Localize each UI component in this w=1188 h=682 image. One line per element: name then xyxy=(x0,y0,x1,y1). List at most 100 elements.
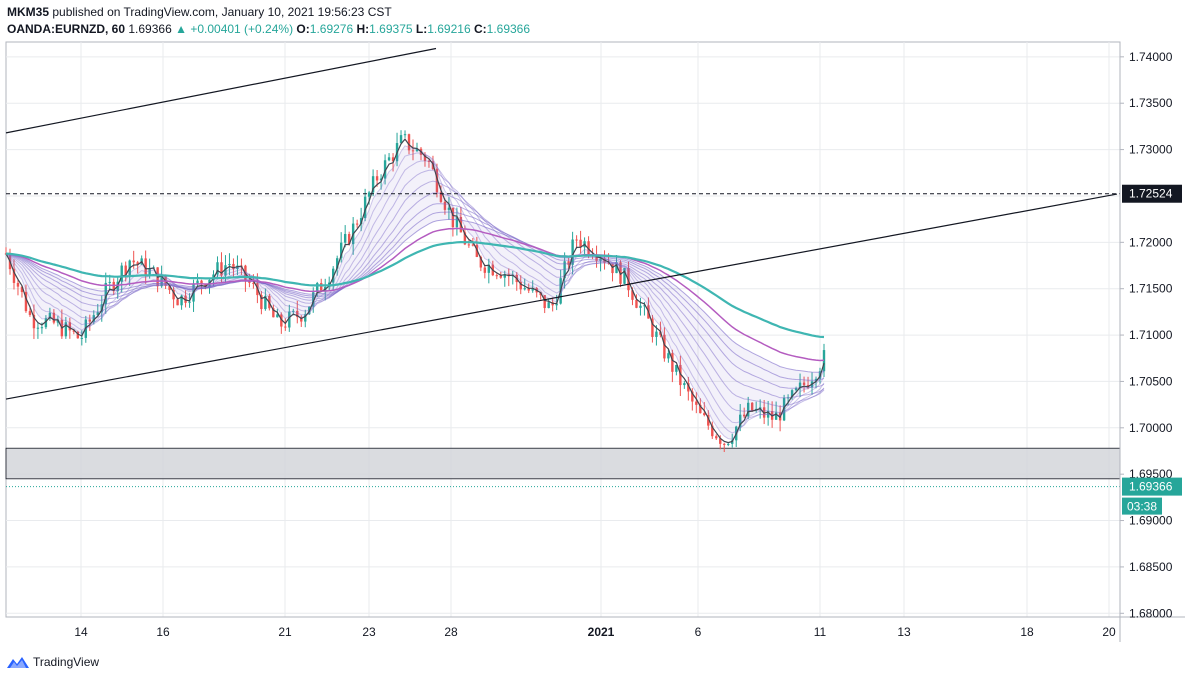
candle-body xyxy=(739,414,742,427)
y-tick-label: 1.68500 xyxy=(1129,560,1173,574)
candle-body xyxy=(719,438,722,444)
candle-body xyxy=(623,267,626,284)
y-tick-label: 1.72000 xyxy=(1129,235,1173,249)
publisher-name[interactable]: MKM35 xyxy=(7,5,50,19)
candle-body xyxy=(379,178,383,181)
candle-body xyxy=(320,283,323,291)
candle-body xyxy=(188,301,191,303)
candle-body xyxy=(300,317,303,322)
x-tick-label: 21 xyxy=(278,625,292,639)
candle-body xyxy=(415,148,419,152)
ema-ribbon-line xyxy=(5,203,825,389)
candle-body xyxy=(627,267,630,291)
open-value: 1.69276 xyxy=(309,22,354,36)
candle-body xyxy=(232,263,235,270)
candle-body xyxy=(695,401,698,405)
candle-body xyxy=(579,239,582,248)
candle-body xyxy=(782,397,786,421)
candle-body xyxy=(375,176,379,181)
candle-body xyxy=(691,391,694,402)
candle-body xyxy=(196,280,199,284)
candle-body xyxy=(746,402,750,417)
candle-body xyxy=(571,239,574,265)
candle-body xyxy=(543,295,546,309)
ema-purple-line xyxy=(5,227,825,362)
symbol-label[interactable]: OANDA:EURNZD, 60 xyxy=(7,22,126,36)
candle-body xyxy=(72,330,76,332)
x-tick-label: 11 xyxy=(814,625,827,639)
last-price: 1.69366 xyxy=(128,22,172,36)
y-tick-label: 1.71000 xyxy=(1129,328,1173,342)
candle-body xyxy=(387,157,391,161)
candle-body xyxy=(335,258,339,269)
candle-body xyxy=(296,310,299,318)
x-tick-label: 20 xyxy=(1102,625,1116,639)
candle-body xyxy=(707,415,710,426)
candle-body xyxy=(615,262,618,274)
publish-info: MKM35 published on TradingView.com, Janu… xyxy=(7,5,392,19)
candle-body xyxy=(411,150,415,152)
candle-body xyxy=(611,263,614,274)
candle-body xyxy=(655,331,658,337)
candle-body xyxy=(24,292,28,312)
y-tick-label: 1.73500 xyxy=(1129,96,1173,110)
candle-body xyxy=(531,288,534,291)
y-tick-label: 1.69000 xyxy=(1129,514,1173,528)
candle-body xyxy=(407,134,411,151)
footer-brand[interactable]: TradingView xyxy=(33,655,100,669)
y-tick-label: 1.68000 xyxy=(1129,606,1173,620)
candle-body xyxy=(108,281,111,283)
candle-body xyxy=(371,176,375,193)
candle-body xyxy=(16,282,20,287)
candle-body xyxy=(304,314,307,322)
candle-body xyxy=(64,322,68,337)
candle-body xyxy=(212,274,215,280)
dashed-level-badge xyxy=(1122,184,1182,203)
candle-body xyxy=(471,244,475,246)
candle-body xyxy=(703,413,706,416)
candle-body xyxy=(367,192,371,197)
countdown-badge xyxy=(1122,497,1162,515)
candle-body xyxy=(639,305,642,308)
candle-body xyxy=(359,218,363,225)
candle-body xyxy=(216,262,219,275)
candle-body xyxy=(347,234,351,245)
candle-body xyxy=(587,241,590,254)
candle-body xyxy=(180,295,183,306)
candle-body xyxy=(711,425,714,437)
candle-body xyxy=(699,404,702,414)
ema-ribbon-line xyxy=(5,218,825,373)
candle-body xyxy=(44,318,48,328)
candle-body xyxy=(423,154,427,161)
candle-body xyxy=(92,315,95,322)
plot-area xyxy=(5,41,1121,618)
candle-body xyxy=(774,412,778,420)
x-tick-label: 14 xyxy=(74,625,88,639)
tradingview-logo-icon[interactable] xyxy=(7,655,29,669)
candle-body xyxy=(40,327,44,329)
candle-body xyxy=(88,319,91,322)
candle-body xyxy=(750,402,754,411)
candle-body xyxy=(80,337,84,339)
candle-body xyxy=(742,414,746,417)
candle-body xyxy=(483,267,487,273)
candle-body xyxy=(727,443,730,445)
candle-body xyxy=(790,390,794,398)
footer: TradingView xyxy=(7,655,99,669)
candle-body xyxy=(276,314,279,318)
ema-teal-line xyxy=(5,240,825,339)
upper-trend-line xyxy=(5,47,437,134)
candle-body xyxy=(683,383,686,386)
high-value: 1.69375 xyxy=(369,22,413,36)
candle-body xyxy=(383,160,387,179)
candle-body xyxy=(798,382,802,389)
y-tick-label: 1.70500 xyxy=(1129,374,1173,388)
candle-body xyxy=(32,314,36,329)
candle-body xyxy=(132,260,135,263)
candle-body xyxy=(68,322,72,331)
candle-body xyxy=(447,207,451,210)
x-tick-label: 16 xyxy=(156,625,170,639)
countdown-label: 03:38 xyxy=(1127,500,1157,514)
x-tick-label: 6 xyxy=(695,625,702,639)
